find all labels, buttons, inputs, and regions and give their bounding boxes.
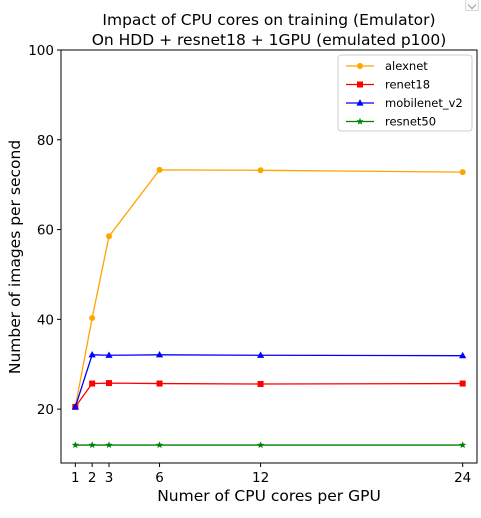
legend-marker bbox=[357, 63, 363, 69]
data-point bbox=[459, 380, 466, 387]
x-axis-label: Numer of CPU cores per GPU bbox=[157, 487, 381, 505]
legend-label: renet18 bbox=[385, 78, 430, 92]
chart-title-line-1: Impact of CPU cores on training (Emulato… bbox=[102, 11, 435, 29]
legend: alexnet renet18 mobilenet_v2 resnet50 bbox=[337, 54, 473, 132]
series-line bbox=[74, 169, 463, 408]
legend-marker bbox=[356, 117, 364, 125]
series-mobilenet_v2 bbox=[71, 351, 467, 410]
legend-marker bbox=[357, 81, 363, 88]
data-point bbox=[71, 441, 79, 449]
data-point bbox=[459, 441, 467, 449]
y-tick-label: 40 bbox=[37, 312, 54, 328]
data-point bbox=[105, 351, 113, 358]
data-point bbox=[89, 315, 96, 322]
corner-collapse-icon[interactable] bbox=[465, 0, 479, 11]
data-point bbox=[105, 441, 113, 449]
data-point bbox=[106, 233, 112, 240]
data-point bbox=[459, 351, 467, 359]
data-point bbox=[88, 441, 96, 449]
data-point bbox=[88, 351, 96, 358]
data-point bbox=[257, 380, 264, 387]
legend-label: mobilenet_v2 bbox=[385, 96, 463, 110]
x-axis-ticks: 1 2 3 6 12 24 bbox=[71, 463, 471, 486]
legend-label: alexnet bbox=[385, 59, 428, 73]
legend-box bbox=[337, 54, 473, 132]
data-point bbox=[156, 380, 163, 387]
data-point bbox=[256, 441, 265, 449]
chart-title-line-2: On HDD + resnet18 + 1GPU (emulated p100) bbox=[92, 31, 447, 49]
data-point bbox=[106, 380, 112, 387]
data-point bbox=[459, 169, 466, 176]
x-tick-label: 12 bbox=[252, 470, 269, 486]
data-point bbox=[257, 167, 264, 174]
y-tick-label: 80 bbox=[37, 133, 54, 149]
x-tick-label: 1 bbox=[71, 470, 80, 486]
data-point bbox=[155, 351, 164, 358]
x-tick-label: 2 bbox=[88, 470, 97, 486]
legend-label: resnet50 bbox=[385, 115, 436, 129]
y-axis-ticks: 20 40 60 80 100 bbox=[28, 43, 61, 418]
y-tick-label: 20 bbox=[37, 402, 54, 418]
x-tick-label: 24 bbox=[454, 470, 471, 486]
series-resnet50 bbox=[71, 441, 467, 449]
x-tick-label: 3 bbox=[105, 470, 114, 486]
series-layer bbox=[71, 166, 467, 449]
data-point bbox=[156, 166, 163, 173]
data-point bbox=[89, 380, 96, 387]
x-tick-label: 6 bbox=[155, 470, 164, 486]
series-line bbox=[74, 382, 463, 408]
series-line bbox=[74, 354, 463, 408]
y-tick-label: 60 bbox=[37, 223, 54, 239]
y-tick-label: 100 bbox=[28, 43, 54, 59]
data-point bbox=[155, 441, 164, 449]
legend-marker bbox=[356, 99, 364, 106]
data-point bbox=[256, 351, 265, 358]
y-axis-label: Number of images per second bbox=[6, 140, 24, 374]
data-point bbox=[71, 403, 79, 410]
